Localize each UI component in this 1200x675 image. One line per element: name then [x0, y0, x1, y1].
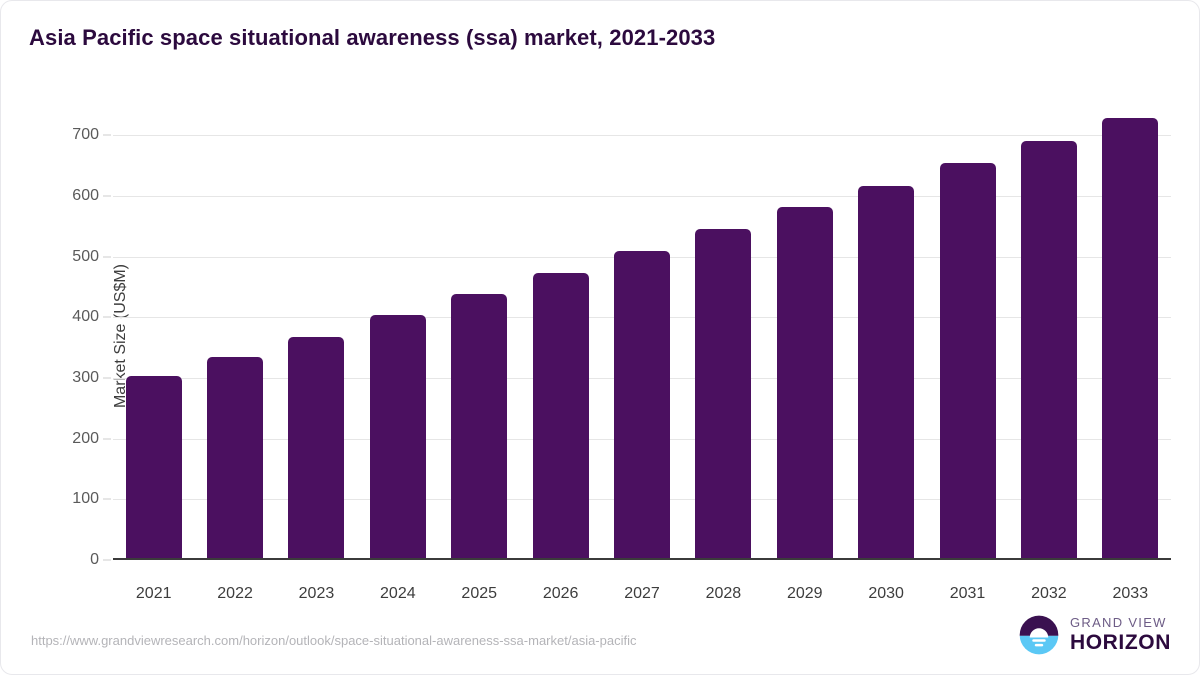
- bar-slot: [764, 111, 845, 560]
- x-axis-tick-label: 2022: [217, 585, 253, 602]
- bar-2033[interactable]: [1102, 118, 1159, 560]
- y-axis-tick-label: 500: [72, 247, 99, 265]
- y-axis-tick-label: 700: [72, 126, 99, 144]
- x-axis-tick-label: 2024: [380, 585, 416, 602]
- bar-slot: [113, 111, 194, 560]
- x-axis-tick-label: 2029: [786, 585, 823, 602]
- x-axis-tick-label: 2031: [949, 585, 986, 602]
- brand-line-1: GRAND VIEW: [1069, 614, 1167, 630]
- bar-slot: [601, 111, 682, 560]
- y-axis-tick-label: 0: [90, 551, 99, 568]
- y-axis-tick-label: 400: [72, 308, 99, 326]
- sunrise-circle-icon: [1019, 615, 1059, 655]
- bar-slot: [927, 111, 1008, 560]
- gridline: [113, 135, 1171, 137]
- bar-2031[interactable]: [939, 162, 996, 560]
- x-axis-tick-label: 2021: [135, 585, 172, 602]
- y-axis-tick-label: 300: [72, 368, 99, 386]
- x-axis-tick-label: 2030: [868, 585, 904, 602]
- y-axis-tick-mark: [103, 559, 111, 561]
- x-axis-tick-label: 2032: [1031, 585, 1067, 602]
- y-axis-tick-mark: [103, 134, 111, 136]
- bar-slot: [357, 111, 438, 560]
- y-axis-tick-mark: [103, 256, 111, 258]
- x-axis-tick-label: 2025: [461, 585, 498, 602]
- gridline: [113, 195, 1171, 197]
- brand-line-2: HORIZON: [1069, 630, 1171, 654]
- bar-2026[interactable]: [532, 273, 589, 560]
- bar-slot: [683, 111, 764, 560]
- bar-2021[interactable]: [125, 375, 182, 560]
- y-axis-tick-mark: [103, 498, 111, 500]
- bar-slot: [1090, 111, 1171, 560]
- bar-series: [113, 111, 1171, 560]
- x-axis-tick-label: 2033: [1112, 585, 1149, 602]
- x-axis-tick-label: 2028: [705, 585, 742, 602]
- y-axis-tick-mark: [103, 377, 111, 379]
- bar-2029[interactable]: [776, 207, 833, 560]
- bar-2024[interactable]: [369, 315, 426, 560]
- bar-2028[interactable]: [695, 228, 752, 560]
- y-axis-tick-label: 200: [72, 429, 99, 447]
- x-axis-tick-label: 2026: [542, 585, 579, 602]
- x-axis-tick-label: 2027: [624, 585, 660, 602]
- bar-2027[interactable]: [613, 250, 670, 560]
- bar-slot: [194, 111, 275, 560]
- x-axis-line: [113, 558, 1171, 560]
- y-axis-tick-mark: [103, 438, 111, 440]
- bar-2032[interactable]: [1020, 140, 1077, 560]
- bar-slot: [1008, 111, 1089, 560]
- page-title: Asia Pacific space situational awareness…: [29, 25, 716, 50]
- bar-slot: [845, 111, 926, 560]
- bar-slot: [276, 111, 357, 560]
- bar-2030[interactable]: [858, 185, 915, 560]
- y-axis-tick-mark: [103, 195, 111, 197]
- y-axis-tick-label: 100: [72, 490, 99, 508]
- plot-area: Market Size (US$M) 0 100 200 300 400 500 600 70…: [72, 111, 1171, 602]
- y-axis-tick-label: 600: [72, 186, 99, 204]
- x-axis-tick-label: 2023: [298, 585, 335, 602]
- y-axis-tick-mark: [103, 316, 111, 318]
- bar-2023[interactable]: [288, 336, 345, 560]
- bar-2025[interactable]: [451, 294, 508, 560]
- bar-2022[interactable]: [207, 356, 264, 560]
- brand-text: GRAND VIEW HORIZON: [1069, 614, 1171, 654]
- brand-logo: GRAND VIEW HORIZON: [1018, 614, 1171, 656]
- bar-slot: [439, 111, 520, 560]
- bar-slot: [520, 111, 601, 560]
- source-url[interactable]: https://www.grandviewresearch.com/horizo…: [31, 633, 637, 648]
